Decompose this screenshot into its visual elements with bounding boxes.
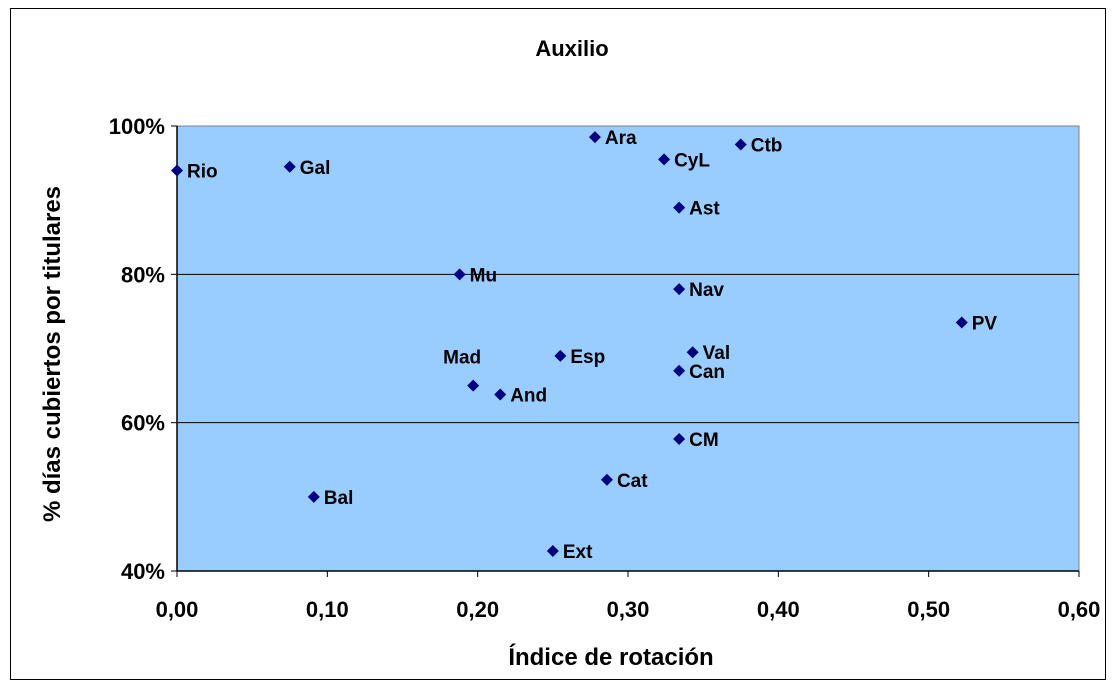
chart-title: Auxilio: [535, 36, 608, 61]
data-point-marker: [453, 268, 466, 281]
data-point-label: CyL: [674, 150, 710, 171]
data-point-marker: [554, 349, 567, 362]
x-tick-label: 0,10: [306, 597, 349, 622]
y-axis-title: % días cubiertos por titulares: [39, 186, 66, 522]
data-point-label: Bal: [324, 488, 354, 509]
data-point-label: Val: [703, 343, 730, 364]
data-point-marker: [600, 473, 613, 486]
x-tick-label: 0,30: [607, 597, 650, 622]
data-point-marker: [494, 388, 507, 401]
x-tick-label: 0,60: [1058, 597, 1101, 622]
data-point-marker: [658, 153, 671, 166]
data-point-label: PV: [972, 314, 998, 335]
data-point-label: Ara: [605, 128, 637, 149]
y-tick-label: 100%: [109, 114, 165, 139]
data-point-marker: [955, 316, 968, 329]
data-point-label: Nav: [689, 280, 724, 301]
y-tick-label: 80%: [121, 262, 165, 287]
data-point-marker: [171, 164, 183, 177]
data-point-marker: [546, 544, 559, 557]
data-point-label: Mu: [470, 265, 497, 286]
data-point-label: Ast: [689, 199, 720, 220]
x-tick-label: 0,40: [757, 597, 800, 622]
data-point-marker: [673, 283, 686, 296]
axes: [171, 125, 1080, 577]
data-point-label: Ext: [563, 542, 593, 563]
data-point-marker: [283, 160, 296, 173]
data-point-label: And: [510, 385, 547, 406]
data-point-marker: [734, 138, 747, 151]
data-point-marker: [467, 379, 480, 392]
data-point-label: Can: [689, 362, 725, 383]
data-point-marker: [673, 364, 686, 377]
data-point-label: Cat: [617, 471, 648, 492]
x-axis-title: Índice de rotación: [508, 643, 713, 671]
data-point-label: Ctb: [751, 136, 783, 157]
x-tick-label: 0,20: [456, 597, 499, 622]
y-tick-label: 60%: [121, 411, 165, 436]
data-point-marker: [673, 432, 686, 445]
scatter-chart: Auxilio 40%60%80%100% 0,00 0,10 0,20 0,30 0,…: [39, 36, 1101, 671]
x-tick-labels: 0,00 0,10 0,20 0,30 0,40 0,50 0,60: [156, 597, 1101, 622]
gridlines: [177, 273, 1079, 424]
chart-frame: Auxilio 40% 60% 80% 100% 0,00 0,10 0,20 0,30 0,…: [10, 8, 1106, 680]
y-tick-labels: 40% 60% 80% 100%: [109, 114, 165, 584]
data-point-label: Rio: [187, 162, 218, 183]
data-point-label: Mad: [443, 348, 481, 369]
data-point-label: Esp: [570, 347, 605, 368]
y-tick-label: 40%: [121, 559, 165, 584]
data-point-marker: [686, 346, 699, 359]
x-tick-label: 0,00: [156, 597, 199, 622]
data-point-marker: [588, 131, 601, 144]
data-point-label: CM: [689, 430, 719, 451]
plot-area: [176, 125, 1080, 572]
data-point-marker: [673, 201, 686, 214]
data-point-label: Gal: [300, 158, 331, 179]
data-point-marker: [307, 490, 320, 503]
x-tick-label: 0,50: [907, 597, 950, 622]
